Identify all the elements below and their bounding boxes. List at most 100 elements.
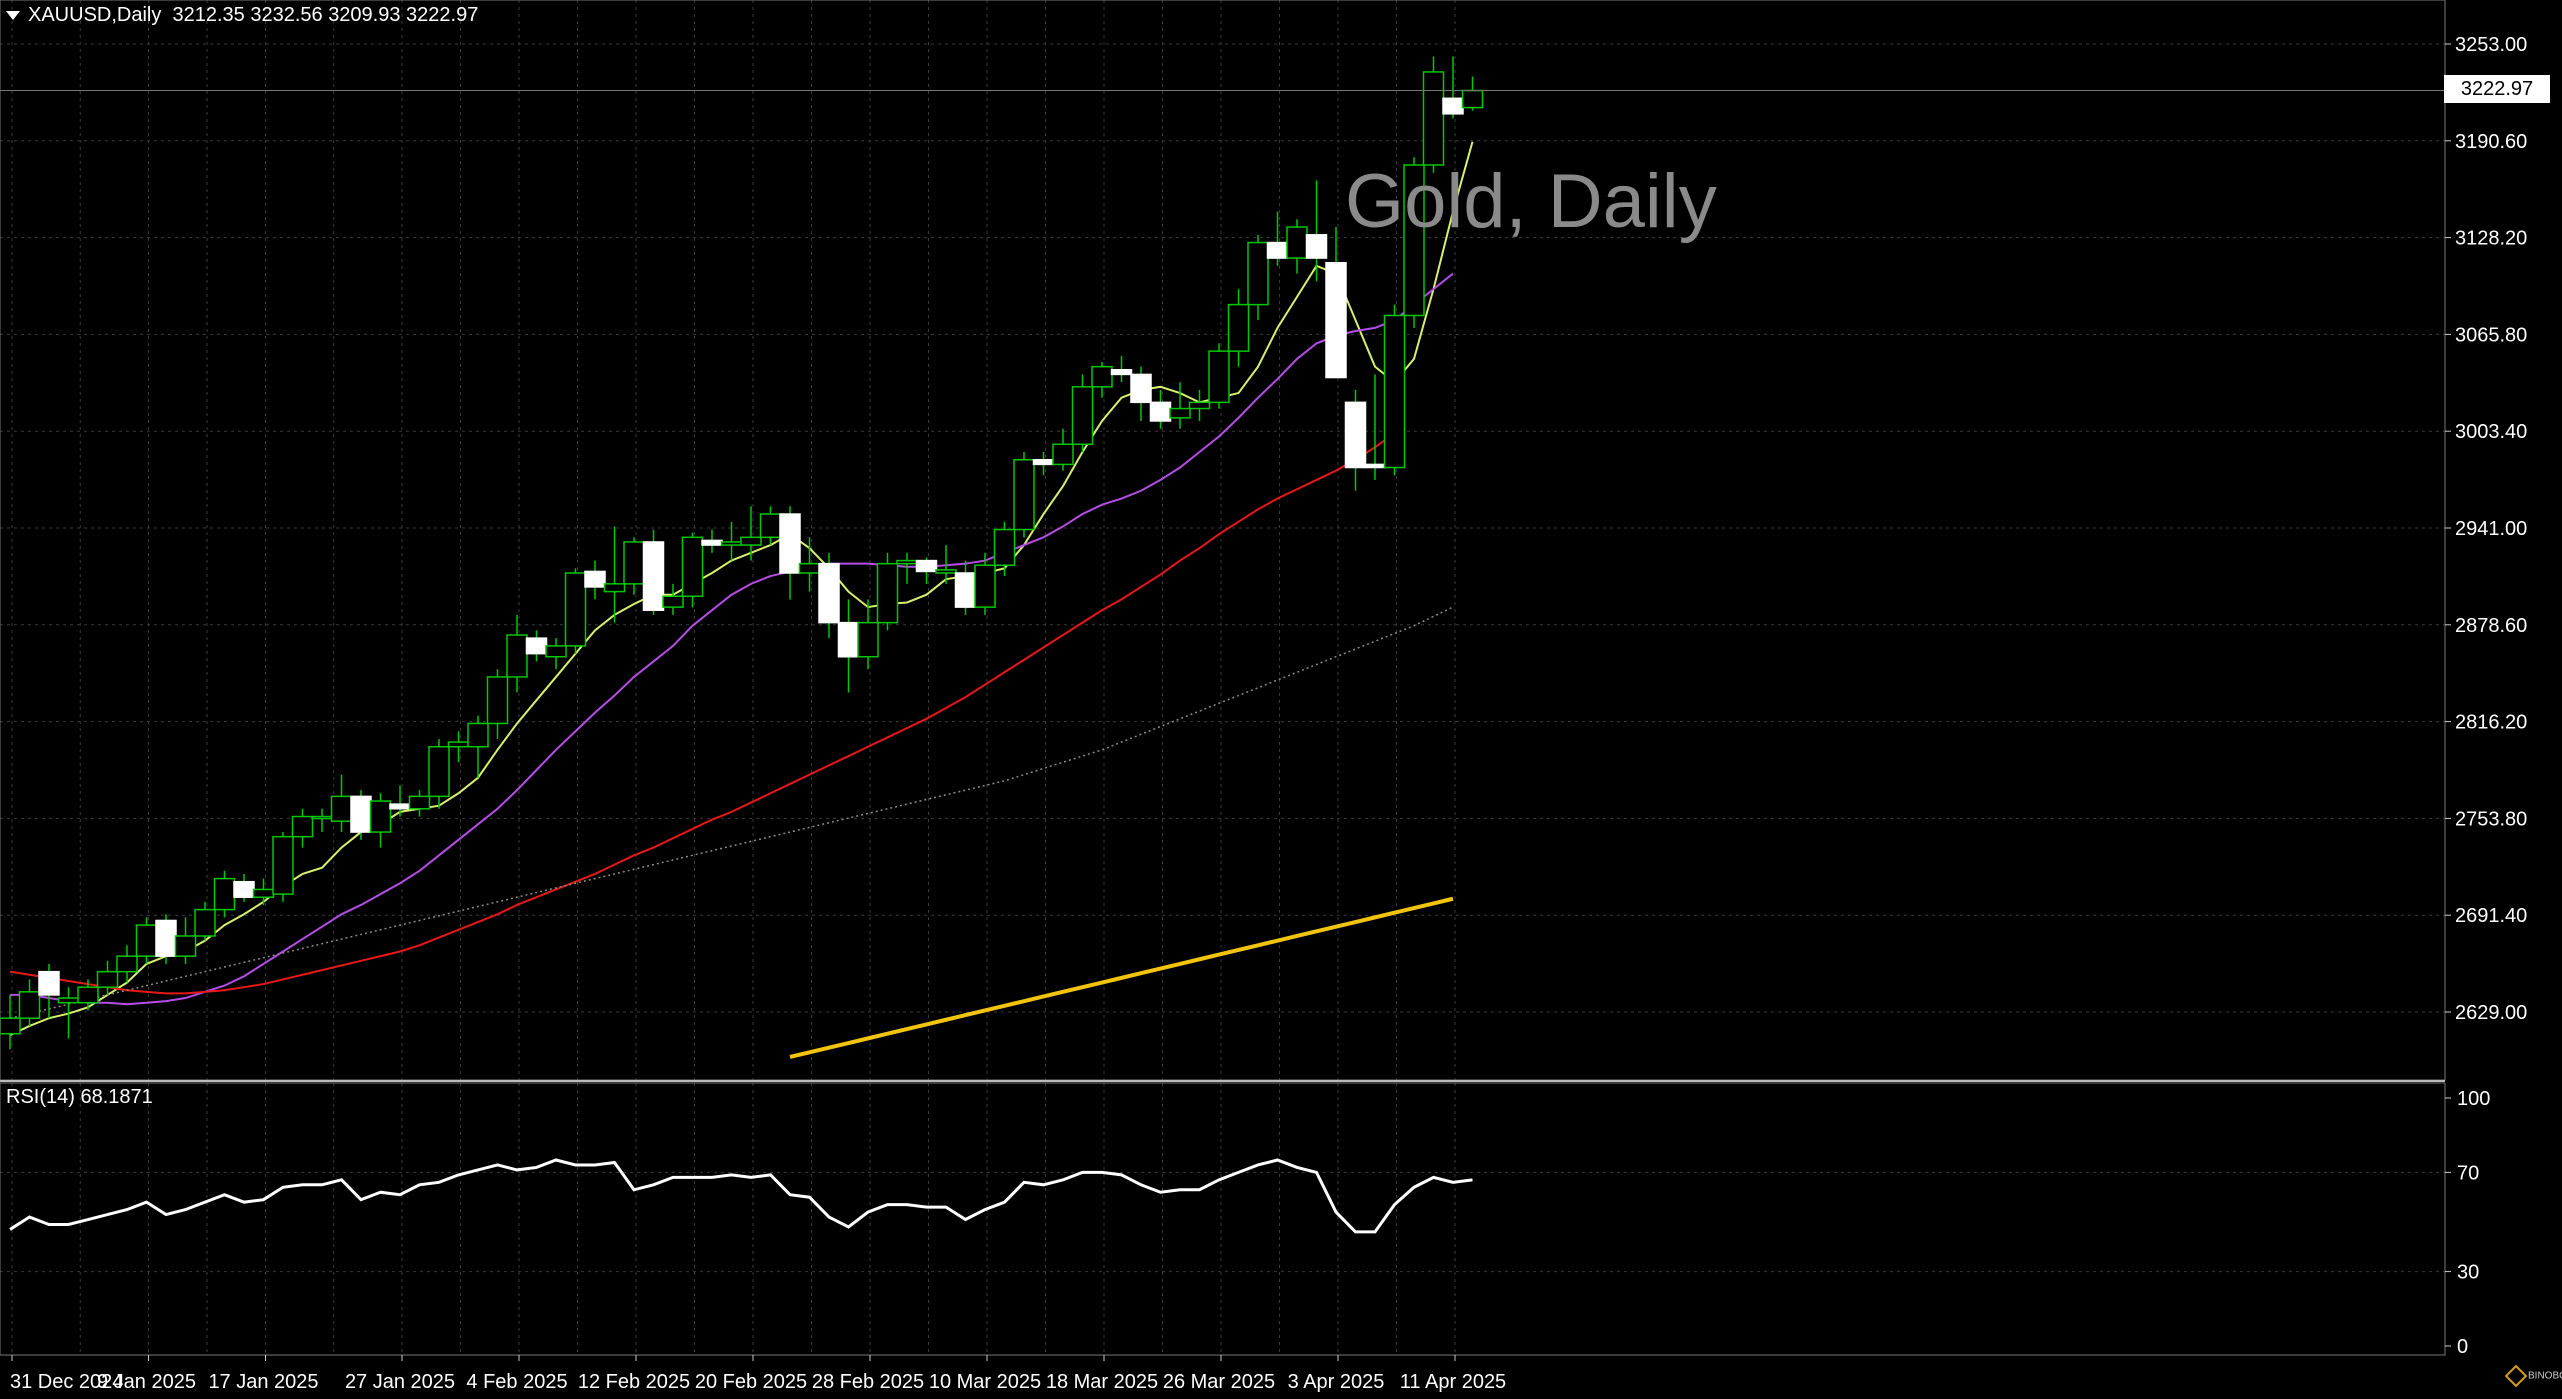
bull-candle (1169, 382, 1191, 429)
bear-candle (1149, 389, 1172, 429)
candle-body (311, 815, 333, 820)
candle-body (1247, 241, 1269, 306)
candle-body (584, 570, 606, 588)
bull-candle (740, 506, 762, 561)
bull-candle (896, 552, 918, 584)
candle-body (1442, 97, 1464, 115)
time-tick-label: 26 Mar 2025 (1163, 1371, 1275, 1393)
price-tick-label: 3128.20 (2455, 228, 2527, 250)
price-tick-label: 3003.40 (2455, 421, 2527, 443)
candle-body (564, 572, 587, 647)
candle-body (252, 888, 275, 898)
candle-body (291, 815, 314, 838)
candle-body (369, 800, 392, 833)
candle-body (18, 991, 41, 1019)
time-tick-label: 11 Apr 2025 (1400, 1371, 1506, 1393)
candle-body (935, 569, 957, 574)
candle-body (1169, 407, 1191, 419)
bear-candle (1110, 355, 1133, 383)
bull-candle (1188, 389, 1211, 421)
candle-body (213, 877, 236, 911)
bull-candle (467, 715, 489, 778)
bull-candle (876, 552, 899, 631)
bull-candle (1383, 304, 1406, 476)
time-tick-label: 28 Feb 2025 (812, 1371, 924, 1393)
candle-body (174, 935, 197, 957)
bull-candle (77, 979, 99, 1011)
price-tick-label: 2941.00 (2455, 518, 2527, 540)
candle-body (330, 795, 353, 822)
ma100-line (9, 606, 1454, 1019)
candle-body (818, 562, 840, 624)
candle-body (1383, 314, 1406, 469)
candlestick-series[interactable] (0, 56, 1484, 1050)
price-tick-label: 2753.80 (2455, 808, 2527, 830)
candle-body (194, 908, 216, 937)
bull-candle (57, 987, 80, 1039)
candle-body (272, 835, 294, 895)
candle-body (389, 803, 411, 810)
candle-body (486, 676, 509, 725)
bull-candle (545, 638, 567, 670)
price-tick-label: 2629.00 (2455, 1002, 2527, 1024)
brand-logo: BINOBOUND (2504, 1364, 2562, 1388)
chart-grid (0, 0, 2445, 1355)
brand-diamond-icon (2504, 1364, 2528, 1388)
candle-body (876, 562, 899, 624)
bull-candle (720, 521, 743, 561)
candle-body (1461, 89, 1484, 109)
candle-body (428, 745, 450, 798)
candle-body (1208, 350, 1230, 404)
candle-body (759, 513, 782, 539)
candle-body (155, 919, 177, 957)
candle-body (798, 562, 821, 574)
brand-text: BINOBOUND (2528, 1370, 2562, 1382)
candle-body (642, 541, 665, 611)
time-tick-label: 27 Jan 2025 (345, 1371, 455, 1393)
candle-body (350, 795, 372, 833)
candle-body (545, 645, 567, 658)
candle-body (467, 722, 489, 748)
ohlc-values: 3212.35 3232.56 3209.93 3222.97 (172, 4, 479, 26)
bull-candle (603, 526, 626, 623)
candle-body (1403, 164, 1425, 317)
candle-body (1110, 369, 1133, 376)
bull-candle (1403, 157, 1425, 328)
candle-body (1266, 241, 1289, 259)
bull-candle (1247, 234, 1269, 321)
bear-candle (389, 785, 411, 817)
bear-candle (779, 506, 801, 600)
candle-body (837, 621, 860, 658)
time-tick-label: 3 Apr 2025 (1288, 1371, 1385, 1393)
bull-candle (252, 878, 275, 905)
bull-candle (798, 537, 821, 592)
bear-candle (837, 599, 860, 693)
bull-candle (1286, 219, 1308, 274)
bull-candle (1227, 289, 1250, 367)
collapse-triangle-icon[interactable] (6, 11, 20, 21)
time-tick-label: 18 Mar 2025 (1046, 1371, 1158, 1393)
ma20-line (10, 272, 1454, 1006)
candle-body (623, 541, 645, 585)
rsi-indicator-label: RSI(14) 68.1871 (6, 1086, 153, 1108)
bear-candle (38, 963, 60, 1019)
candle-body (681, 536, 704, 598)
rsi-series (9, 1158, 1473, 1234)
candle-body (1032, 458, 1055, 466)
bear-candle (915, 557, 938, 584)
time-tick-label: 20 Feb 2025 (695, 1371, 807, 1393)
rsi-level-100-label: 100 (2457, 1088, 2490, 1110)
candle-body (1344, 401, 1367, 469)
candle-body (77, 986, 99, 1004)
candle-body (408, 795, 431, 810)
candle-body (1149, 401, 1172, 422)
candle-body (896, 559, 918, 565)
bull-candle (623, 537, 645, 595)
time-tick-label: 12 Feb 2025 (578, 1371, 690, 1393)
candle-body (506, 634, 528, 678)
bull-candle (974, 552, 996, 615)
time-tick-label: 9 Jan 2025 (97, 1371, 196, 1393)
price-tick-label: 2878.60 (2455, 615, 2527, 637)
bull-candle (428, 738, 450, 809)
